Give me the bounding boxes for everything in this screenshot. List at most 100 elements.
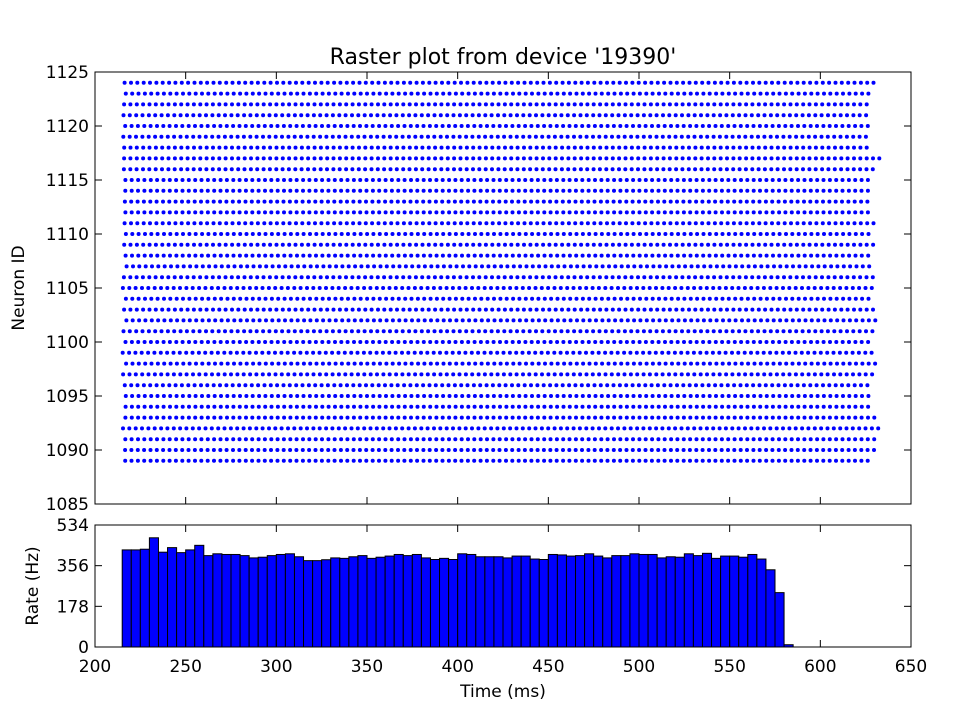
- spike-dot: [528, 221, 533, 226]
- spike-dot: [364, 437, 369, 442]
- spike-dot: [554, 383, 559, 388]
- spike-dot: [388, 167, 393, 172]
- spike-dot: [155, 415, 160, 420]
- spike-dot: [447, 394, 452, 398]
- spike-dot: [579, 383, 584, 388]
- spike-dot: [503, 199, 508, 204]
- spike-dot: [327, 264, 332, 269]
- spike-dot: [622, 113, 627, 118]
- spike-dot: [516, 415, 521, 420]
- spike-dot: [346, 361, 351, 366]
- spike-dot: [700, 80, 705, 85]
- spike-dot: [168, 253, 172, 258]
- spike-dot: [420, 145, 425, 150]
- spike-dot: [808, 458, 813, 463]
- spike-dot: [419, 113, 424, 118]
- spike-dot: [807, 102, 812, 107]
- spike-dot: [403, 232, 408, 236]
- spike-dot: [187, 318, 192, 323]
- spike-dot: [666, 350, 671, 355]
- spike-dot: [389, 437, 394, 442]
- spike-dot: [134, 145, 139, 150]
- spike-dot: [590, 286, 595, 290]
- spike-dot: [865, 124, 870, 128]
- spike-dot: [349, 134, 354, 139]
- spike-dot: [211, 221, 216, 226]
- spike-dot: [863, 350, 868, 355]
- spike-dot: [553, 167, 558, 172]
- spike-dot: [700, 210, 705, 215]
- spike-dot: [612, 437, 616, 442]
- spike-dot: [242, 156, 247, 161]
- spike-dot: [617, 242, 622, 247]
- spike-dot: [231, 253, 236, 258]
- raster-title: Raster plot from device '19390': [330, 45, 677, 70]
- spike-dot: [826, 113, 830, 118]
- spike-dot: [358, 340, 363, 344]
- spike-dot: [866, 340, 871, 344]
- spike-dot: [599, 296, 604, 301]
- spike-dot: [337, 102, 342, 107]
- spike-dot: [560, 383, 565, 388]
- spike-dot: [364, 415, 369, 420]
- spike-dot: [806, 350, 811, 355]
- spike-dot: [289, 264, 294, 269]
- spike-dot: [280, 134, 284, 139]
- spike-dot: [790, 253, 794, 258]
- spike-dot: [675, 448, 680, 452]
- spike-dot: [509, 102, 514, 107]
- spike-dot: [542, 458, 547, 463]
- spike-dot: [514, 134, 519, 139]
- spike-dot: [412, 286, 417, 290]
- spike-dot: [172, 242, 177, 247]
- spike-dot: [624, 124, 629, 128]
- spike-dot: [529, 178, 534, 182]
- spike-dot: [339, 361, 344, 366]
- spike-dot: [764, 458, 769, 463]
- spike-dot: [244, 91, 249, 96]
- spike-dot: [281, 124, 286, 128]
- spike-dot: [733, 296, 738, 301]
- spike-dot: [206, 340, 210, 344]
- spike-dot: [433, 80, 438, 85]
- spike-dot: [771, 296, 776, 301]
- spike-dot: [292, 286, 297, 290]
- spike-dot: [409, 178, 413, 182]
- spike-dot: [694, 178, 699, 182]
- spike-dot: [808, 210, 813, 215]
- spike-dot: [693, 156, 698, 161]
- spike-dot: [726, 124, 731, 128]
- spike-dot: [212, 394, 217, 398]
- spike-dot: [306, 102, 311, 107]
- spike-dot: [491, 210, 496, 215]
- spike-dot: [311, 286, 316, 290]
- spike-dot: [858, 156, 863, 161]
- spike-dot: [129, 80, 133, 85]
- spike-dot: [611, 124, 616, 128]
- spike-dot: [160, 383, 165, 388]
- spike-dot: [216, 372, 221, 377]
- spike-dot: [675, 383, 679, 388]
- spike-dot: [809, 318, 814, 323]
- spike-dot: [600, 264, 605, 269]
- spike-dot: [625, 394, 630, 398]
- spike-dot: [464, 113, 469, 118]
- spike-dot: [130, 318, 135, 323]
- rate-bar: [312, 560, 323, 648]
- spike-dot: [396, 232, 401, 236]
- spike-dot: [555, 404, 560, 409]
- spike-dot: [257, 232, 262, 236]
- spike-dot: [642, 307, 647, 312]
- spike-dot: [294, 199, 299, 204]
- spike-dot: [504, 458, 508, 463]
- spike-dot: [146, 113, 151, 118]
- spike-dot: [269, 448, 273, 452]
- spike-dot: [167, 458, 172, 463]
- spike-dot: [856, 350, 861, 355]
- spike-dot: [262, 221, 267, 226]
- spike-dot: [186, 178, 191, 182]
- spike-dot: [624, 383, 629, 388]
- spike-dot: [452, 307, 457, 312]
- spike-dot: [320, 394, 325, 398]
- spike-dot: [483, 113, 488, 118]
